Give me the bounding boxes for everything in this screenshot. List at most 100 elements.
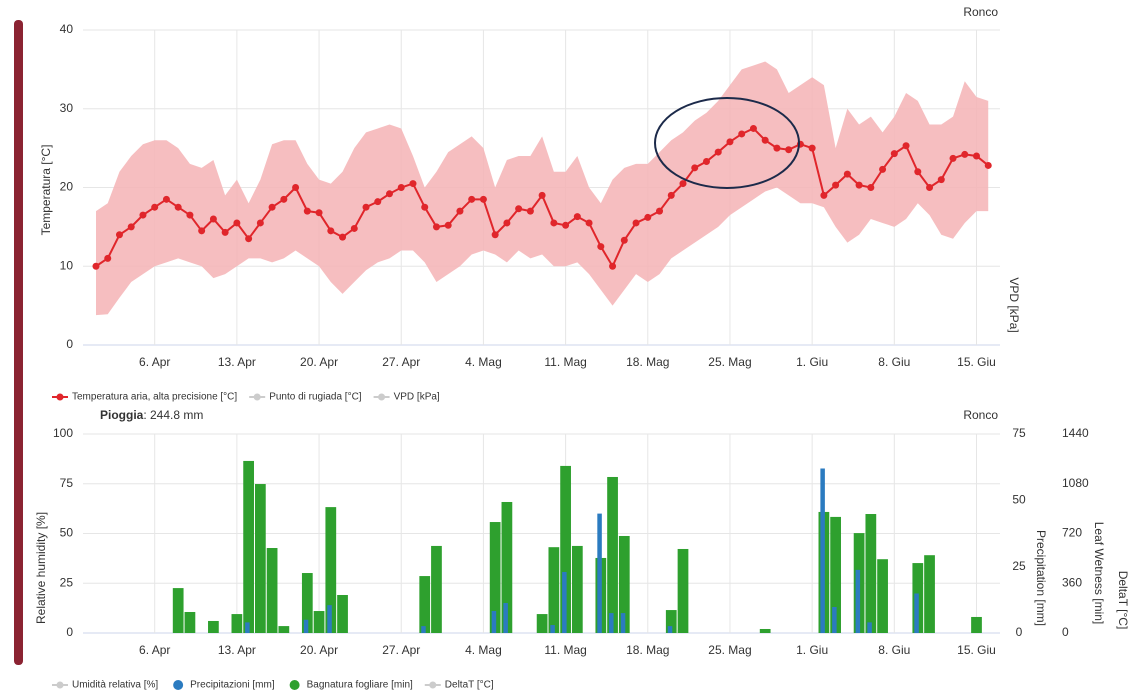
x-tick-label: 15. Giu: [957, 643, 996, 657]
bar: [208, 620, 219, 633]
bar: [867, 622, 872, 633]
point: [609, 262, 617, 270]
bar: [971, 616, 982, 633]
y2-tick-label: 75: [1012, 426, 1026, 440]
y3-tick-label: 360: [1062, 575, 1082, 589]
legend-symbol: [56, 681, 64, 689]
point: [479, 195, 487, 203]
x-tick-label: 13. Apr: [218, 355, 256, 369]
bar: [303, 619, 309, 633]
bar: [607, 476, 618, 633]
y-tick-label: 30: [60, 101, 74, 115]
y2-axis-title: VPD [kPa]: [1007, 277, 1021, 332]
point: [855, 181, 863, 189]
x-tick-label: 8. Giu: [878, 643, 910, 657]
bar: [536, 614, 548, 633]
point: [386, 190, 393, 198]
point: [92, 262, 100, 270]
y3-tick-label: 720: [1062, 526, 1082, 540]
y-tick-label: 100: [53, 426, 73, 440]
y4-axis-title: DeltaT [°C]: [1116, 571, 1130, 630]
point: [374, 198, 382, 206]
point: [597, 243, 605, 251]
point: [444, 221, 452, 229]
point: [620, 236, 628, 244]
range-band: [96, 61, 989, 316]
x-tick-label: 27. Apr: [382, 355, 420, 369]
point: [362, 203, 370, 211]
point: [139, 211, 147, 219]
bar: [313, 611, 325, 633]
bar: [665, 610, 677, 633]
y-tick-label: 0: [66, 625, 73, 639]
point: [350, 224, 358, 232]
point: [174, 203, 182, 211]
legend-label: Punto di rugiada [°C]: [269, 392, 362, 403]
point: [221, 228, 229, 236]
y3-tick-label: 1080: [1062, 476, 1089, 490]
legend-symbol: [378, 393, 386, 401]
chart-title: Ronco: [963, 5, 998, 19]
point: [644, 213, 652, 221]
x-tick-label: 18. Mag: [626, 643, 669, 657]
bar: [254, 484, 266, 633]
legend-symbol: [289, 680, 300, 690]
point: [209, 215, 217, 223]
bar: [865, 514, 877, 633]
bar: [325, 507, 337, 633]
bar: [327, 605, 332, 633]
y-tick-label: 25: [60, 575, 74, 589]
x-tick-label: 13. Apr: [218, 643, 256, 657]
point: [233, 219, 241, 227]
bar: [501, 501, 513, 633]
bar: [231, 614, 243, 633]
point: [984, 161, 992, 169]
bar: [618, 535, 630, 633]
legend-label: VPD [kPa]: [394, 392, 440, 403]
highlight-ellipse: [654, 97, 800, 189]
y-tick-label: 40: [60, 22, 74, 36]
point: [667, 191, 675, 199]
x-tick-label: 11. Mag: [544, 355, 586, 369]
x-tick-label: 27. Apr: [382, 643, 420, 657]
point: [808, 144, 816, 152]
bar: [550, 625, 555, 633]
point: [268, 203, 276, 211]
point: [573, 213, 581, 221]
legend-label: DeltaT [°C]: [445, 680, 494, 691]
x-tick-label: 4. Mag: [465, 643, 502, 657]
y-tick-label: 20: [60, 180, 74, 194]
bar: [667, 626, 673, 633]
point: [538, 191, 546, 199]
point: [773, 144, 781, 152]
bar: [759, 628, 771, 633]
point: [256, 219, 264, 227]
x-tick-label: 6. Apr: [139, 355, 170, 369]
point: [761, 136, 769, 144]
bar: [571, 545, 583, 633]
x-tick-label: 15. Giu: [957, 355, 996, 369]
point: [749, 124, 757, 132]
point: [550, 219, 558, 227]
point: [186, 211, 194, 219]
point: [421, 203, 429, 211]
point: [303, 207, 311, 215]
y3-tick-label: 0: [1062, 625, 1069, 639]
y2-tick-label: 50: [1012, 493, 1026, 507]
bar: [278, 626, 290, 633]
y2-tick-label: 25: [1012, 559, 1026, 573]
bar: [337, 594, 348, 633]
point: [961, 150, 969, 158]
bar: [830, 516, 841, 633]
bar: [266, 548, 278, 633]
bar: [609, 613, 614, 633]
point: [914, 168, 922, 176]
bar: [597, 513, 602, 633]
point: [162, 195, 170, 203]
annotation-text: : 244.8 mm: [143, 408, 203, 422]
point: [714, 148, 722, 156]
legend-label: Temperatura aria, alta precisione [°C]: [72, 392, 237, 403]
y2-axis-title: Precipitation [mm]: [1034, 530, 1048, 626]
y3-tick-label: 1440: [1062, 426, 1089, 440]
point: [503, 219, 511, 227]
